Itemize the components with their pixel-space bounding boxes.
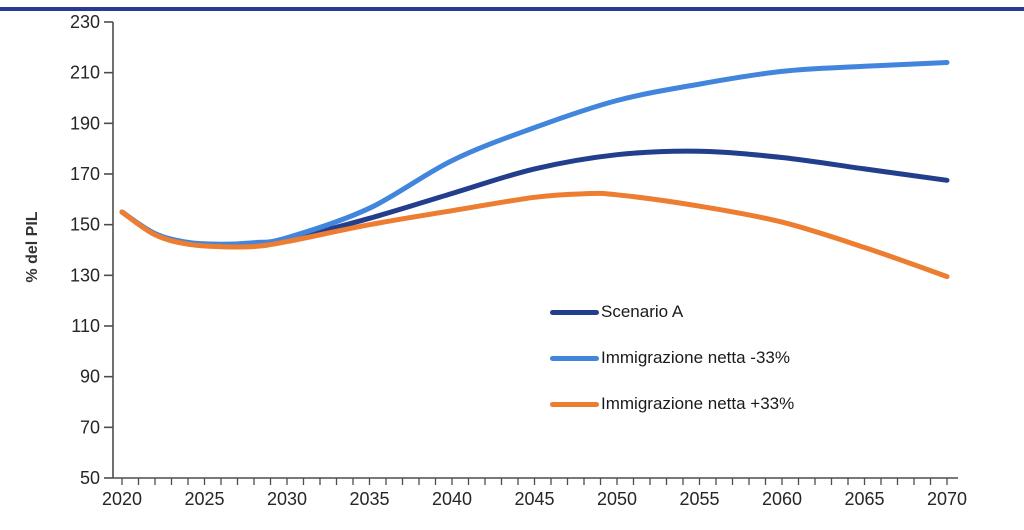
x-tick-label: 2070 — [927, 489, 967, 509]
x-tick-label: 2040 — [432, 489, 472, 509]
x-tick-label: 2020 — [102, 489, 142, 509]
y-tick-label: 210 — [70, 63, 100, 83]
x-tick-label: 2050 — [597, 489, 637, 509]
y-tick-label: 110 — [71, 316, 100, 336]
x-tick-label: 2060 — [762, 489, 802, 509]
series-line-1 — [119, 60, 950, 247]
legend-swatch-immigrazione-netta-meno-33 — [550, 355, 599, 361]
legend-swatch-immigrazione-netta-piu-33 — [550, 401, 599, 407]
x-tick-label: 2030 — [267, 489, 307, 509]
y-tick-label: 70 — [80, 417, 100, 437]
series-line-2 — [119, 190, 950, 280]
top-accent-bar — [0, 7, 1024, 11]
legend-label-scenario-a: Scenario A — [601, 302, 684, 321]
x-tick-label: 2035 — [349, 489, 389, 509]
legend-item-immigrazione-netta-meno-33: Immigrazione netta -33% — [550, 347, 794, 369]
legend-label-immigrazione-netta-meno-33: Immigrazione netta -33% — [601, 348, 790, 367]
x-tick-label: 2055 — [679, 489, 719, 509]
y-tick-label: 230 — [70, 12, 100, 32]
legend-item-scenario-a: Scenario A — [550, 301, 794, 323]
y-tick-label: 170 — [70, 164, 100, 184]
y-tick-label: 50 — [80, 468, 100, 488]
x-tick-label: 2025 — [184, 489, 224, 509]
x-tick-label: 2065 — [844, 489, 884, 509]
legend-swatch-scenario-a — [550, 309, 599, 315]
y-tick-label: 150 — [70, 215, 100, 235]
legend-item-immigrazione-netta-piu-33: Immigrazione netta +33% — [550, 393, 794, 415]
x-tick-label: 2045 — [514, 489, 554, 509]
y-tick-label: 190 — [70, 113, 100, 133]
legend-label-immigrazione-netta-piu-33: Immigrazione netta +33% — [601, 394, 795, 413]
legend: Scenario A Immigrazione netta -33% Immig… — [550, 301, 794, 439]
y-tick-label: 90 — [80, 367, 100, 387]
y-tick-label: 130 — [70, 265, 100, 285]
